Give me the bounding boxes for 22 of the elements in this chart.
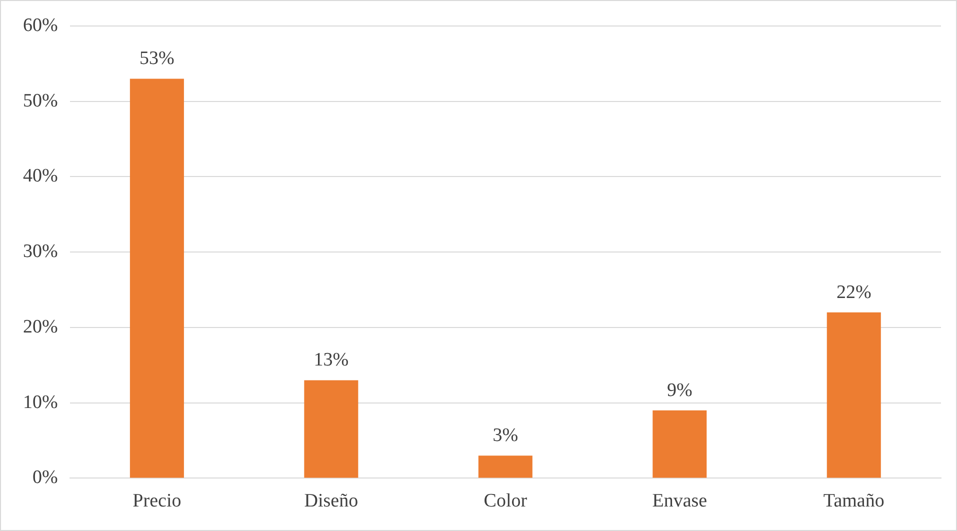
data-label: 22% — [836, 282, 872, 303]
y-tick-label: 40% — [23, 166, 58, 187]
bar — [130, 78, 184, 478]
y-tick-label: 10% — [23, 392, 58, 413]
y-tick-label: 20% — [23, 316, 58, 338]
y-tick-label: 0% — [32, 467, 58, 488]
data-label: 3% — [492, 425, 518, 446]
data-label: 13% — [314, 350, 349, 371]
bar — [826, 312, 881, 478]
y-tick-label: 50% — [23, 90, 58, 112]
bar — [478, 456, 532, 478]
x-tick-label: Precio — [132, 490, 182, 512]
y-tick-label: 30% — [23, 241, 58, 262]
x-tick-label: Diseño — [304, 490, 358, 512]
data-label: 9% — [666, 380, 692, 401]
y-tick-label: 60% — [23, 14, 58, 36]
x-tick-label: Tamaño — [823, 490, 884, 512]
x-tick-label: Envase — [652, 490, 708, 512]
bar — [304, 380, 358, 478]
data-label: 53% — [140, 48, 175, 70]
x-tick-label: Color — [484, 490, 528, 512]
bar — [652, 410, 707, 478]
